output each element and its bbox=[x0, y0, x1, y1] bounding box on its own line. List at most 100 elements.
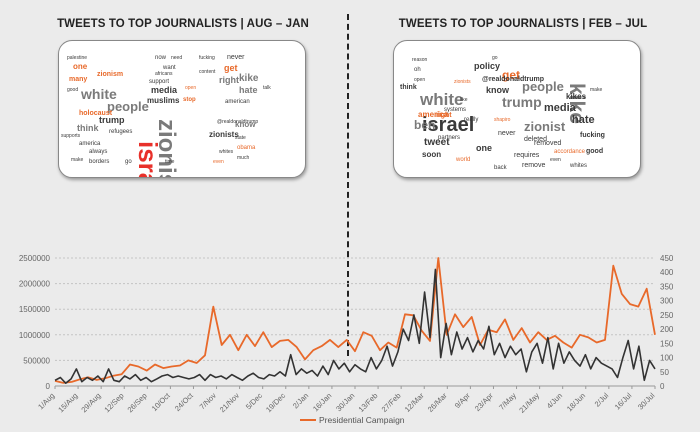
x-tick-label: 2/Jan bbox=[291, 391, 310, 410]
left-cloud-word-get: get bbox=[224, 63, 238, 73]
period-divider bbox=[347, 14, 349, 356]
left-cloud-word-israel: israel bbox=[133, 141, 163, 177]
series-line-presidential-campaign bbox=[54, 257, 656, 384]
left-cloud-word-media: media bbox=[151, 85, 178, 95]
right-cloud-word-partners: partners bbox=[438, 135, 460, 141]
left-cloud-word-trump: trump bbox=[99, 115, 125, 125]
right-cloud-word-kike: kike bbox=[565, 83, 588, 124]
left-cloud-word-go: go bbox=[125, 159, 132, 165]
y-right-tick-label: 200 bbox=[660, 325, 674, 334]
right-cloud-word-zionist: zionist bbox=[524, 119, 566, 134]
left-cloud-word-never: never bbox=[227, 54, 245, 61]
right-cloud-word-never: never bbox=[498, 130, 516, 137]
y-left-tick-label: 2000000 bbox=[19, 280, 51, 289]
y-left-tick-label: 1000000 bbox=[19, 331, 51, 340]
right-cloud-word-realdonaldtrump: @realdonaldtrump bbox=[482, 76, 544, 83]
right-cloud-word-world: world bbox=[455, 157, 470, 163]
left-cloud-word-fucking: fucking bbox=[199, 55, 215, 61]
left-cloud-word-whites: whites bbox=[219, 149, 234, 155]
left-cloud-word-support: support bbox=[149, 79, 169, 85]
x-tick-label: 2/Jul bbox=[593, 391, 611, 409]
x-tick-label: 23/Apr bbox=[473, 391, 495, 413]
x-tick-label: 12/Mar bbox=[403, 391, 426, 414]
left-cloud-word-open: open bbox=[185, 85, 196, 91]
right-cloud-word-know: know bbox=[486, 85, 510, 95]
left-cloud-word-one: one bbox=[73, 62, 88, 71]
x-tick-label: 9/Apr bbox=[453, 391, 472, 410]
x-tick-label: 26/Mar bbox=[426, 391, 449, 414]
left-cloud-word-africans: africans bbox=[155, 71, 173, 77]
right-cloud-word-requires: requires bbox=[514, 152, 540, 159]
left-cloud-word-supports: supports bbox=[61, 133, 81, 139]
right-cloud-word-remove: remove bbox=[522, 162, 545, 169]
left-cloud-word-obama: obama bbox=[237, 145, 256, 151]
x-tick-label: 18/Jun bbox=[565, 391, 587, 413]
x-tick-label: 10/Oct bbox=[150, 390, 173, 413]
left-cloud-word-need: need bbox=[171, 55, 182, 61]
y-left-tick-label: 1500000 bbox=[19, 305, 51, 314]
x-tick-label: 16/Jan bbox=[311, 391, 333, 413]
right-cloud-word-trump: trump bbox=[502, 94, 542, 110]
y-right-tick-label: 400 bbox=[660, 268, 674, 277]
tweet-volume-chart: 0 500000 1000000 1500000 2000000 2500000 0 50 10… bbox=[19, 254, 674, 425]
y-right-tick-label: 300 bbox=[660, 297, 674, 306]
x-tick-label: 5/Dec bbox=[244, 391, 264, 411]
right-cloud-word-make: make bbox=[590, 87, 602, 93]
left-cloud-word-want: want bbox=[162, 65, 176, 71]
right-cloud-word-oh: oh bbox=[414, 67, 421, 73]
right-cloud-word-hate: hate bbox=[572, 114, 595, 126]
x-tick-label: 15/Aug bbox=[56, 391, 79, 414]
right-cloud-word-like: like bbox=[460, 97, 468, 103]
right-cloud-word-fucking: fucking bbox=[580, 132, 605, 139]
left-cloud-word-make: make bbox=[71, 157, 83, 163]
x-tick-label: 4/Jun bbox=[545, 391, 564, 410]
left-cloud-word-zionists: zionists bbox=[209, 130, 239, 139]
left-cloud-word-kike: kike bbox=[239, 73, 259, 84]
left-cloud-word-content: content bbox=[199, 69, 216, 75]
right-cloud-word-go: go bbox=[492, 55, 498, 61]
right-cloud-word-open: open bbox=[414, 77, 425, 83]
right-cloud-word-israel: israel bbox=[422, 114, 474, 136]
right-cloud-word-back: back bbox=[494, 165, 508, 171]
word-cloud-aug-jan: israel zionist white people trump media muslim… bbox=[58, 40, 306, 178]
left-cloud-word-talk: talk bbox=[263, 85, 271, 91]
y-right-tick-label: 0 bbox=[660, 382, 665, 391]
right-cloud-word-deleted: deleted bbox=[524, 136, 547, 143]
left-cloud-word-good: good bbox=[67, 87, 78, 93]
left-cloud-word-know: know bbox=[235, 120, 256, 129]
left-cloud-word-muslims: muslims bbox=[147, 96, 180, 105]
left-cloud-word-american: american bbox=[225, 99, 250, 105]
y-right-tick-label: 50 bbox=[660, 368, 669, 377]
left-cloud-word-hate: hate bbox=[239, 85, 258, 95]
y-right-tick-label: 250 bbox=[660, 311, 674, 320]
right-cloud-word-ben: ben bbox=[414, 118, 435, 132]
right-cloud-word-zionists: zionists bbox=[454, 79, 471, 85]
left-cloud-word-stop: stop bbox=[183, 97, 196, 103]
left-cloud-word-much: much bbox=[237, 155, 249, 161]
left-cloud-word-white: white bbox=[80, 86, 117, 102]
right-cloud-word-accordance: accordance bbox=[554, 149, 586, 155]
right-cloud-word-get: get bbox=[502, 68, 520, 82]
series-line-secondary bbox=[54, 268, 656, 384]
left-cloud-word-refugees: refugees bbox=[109, 129, 132, 135]
left-cloud-word-people: people bbox=[107, 99, 149, 114]
left-cloud-word-always: always bbox=[89, 149, 107, 155]
x-tick-label: 30/Jan bbox=[334, 391, 356, 413]
left-panel-title: TWEETS TO TOP JOURNALISTS | AUG – JAN bbox=[57, 18, 309, 30]
y-right-tick-label: 100 bbox=[660, 354, 674, 363]
left-cloud-word-many: many bbox=[69, 76, 87, 83]
right-cloud-word-media: media bbox=[544, 102, 577, 114]
left-cloud-word-holocaust: holocaust bbox=[79, 110, 113, 117]
x-tick-label: 30/Jul bbox=[636, 391, 657, 412]
right-cloud-word-america: america bbox=[418, 110, 449, 119]
right-cloud-word-tweet: tweet bbox=[424, 137, 450, 148]
x-tick-label: 7/May bbox=[497, 391, 518, 412]
right-cloud-word-right: right bbox=[436, 112, 452, 119]
left-cloud-word-zionist: zionist bbox=[153, 119, 180, 177]
right-cloud-word-good: good bbox=[586, 148, 603, 155]
right-cloud-word-think: think bbox=[400, 84, 417, 91]
left-cloud-word-think: think bbox=[77, 123, 99, 133]
y-left-tick-label: 500000 bbox=[23, 356, 50, 365]
